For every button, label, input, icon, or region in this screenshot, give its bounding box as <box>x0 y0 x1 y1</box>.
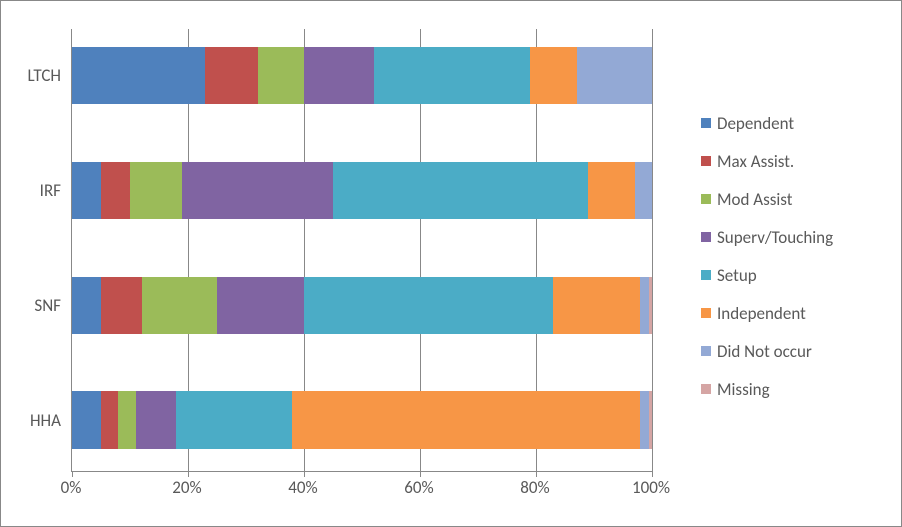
legend-swatch-dependent <box>701 118 711 128</box>
bar-snf <box>72 277 652 334</box>
seg-hha-mod_assist <box>118 391 135 448</box>
legend-label-did_not_occur: Did Not occur <box>717 341 812 362</box>
seg-snf-independent <box>553 277 640 334</box>
seg-ltch-superv <box>304 47 374 104</box>
legend-item-did_not_occur: Did Not occur <box>701 341 833 361</box>
x-label-60: 60% <box>394 477 444 498</box>
seg-ltch-setup <box>374 47 531 104</box>
legend-label-missing: Missing <box>717 379 770 400</box>
legend-swatch-mod_assist <box>701 194 711 204</box>
seg-snf-dependent <box>72 277 101 334</box>
y-label-ltch: LTCH <box>1 65 61 86</box>
legend-item-missing: Missing <box>701 379 833 399</box>
y-label-irf: IRF <box>1 180 61 201</box>
seg-irf-did_not_occur <box>635 162 652 219</box>
seg-snf-superv <box>217 277 304 334</box>
legend-swatch-missing <box>701 384 711 394</box>
legend-item-superv: Superv/Touching <box>701 227 833 247</box>
y-label-hha: HHA <box>1 410 61 431</box>
seg-ltch-dependent <box>72 47 205 104</box>
x-label-20: 20% <box>162 477 212 498</box>
seg-irf-dependent <box>72 162 101 219</box>
seg-snf-missing <box>649 277 652 334</box>
legend-label-setup: Setup <box>717 265 757 286</box>
legend-swatch-superv <box>701 232 711 242</box>
seg-hha-did_not_occur <box>640 391 649 448</box>
seg-hha-max_assist <box>101 391 118 448</box>
seg-ltch-mod_assist <box>258 47 304 104</box>
seg-ltch-independent <box>530 47 576 104</box>
seg-irf-max_assist <box>101 162 130 219</box>
legend-swatch-did_not_occur <box>701 346 711 356</box>
seg-hha-setup <box>176 391 292 448</box>
chart-frame: Dependent Max Assist. Mod Assist Superv/Tou… <box>0 0 902 527</box>
legend-label-mod_assist: Mod Assist <box>717 189 792 210</box>
legend-label-independent: Independent <box>717 303 806 324</box>
seg-ltch-max_assist <box>205 47 257 104</box>
legend-item-max_assist: Max Assist. <box>701 151 833 171</box>
bar-irf <box>72 162 652 219</box>
legend-label-superv: Superv/Touching <box>717 227 833 248</box>
seg-irf-independent <box>588 162 634 219</box>
seg-irf-mod_assist <box>130 162 182 219</box>
gridline <box>652 29 653 471</box>
x-label-40: 40% <box>278 477 328 498</box>
seg-ltch-did_not_occur <box>577 47 652 104</box>
seg-hha-independent <box>292 391 640 448</box>
legend-swatch-max_assist <box>701 156 711 166</box>
x-label-100: 100% <box>626 477 676 498</box>
seg-hha-superv <box>136 391 177 448</box>
bar-ltch <box>72 47 652 104</box>
seg-irf-superv <box>182 162 333 219</box>
x-label-0: 0% <box>46 477 96 498</box>
legend-item-dependent: Dependent <box>701 113 833 133</box>
legend-item-setup: Setup <box>701 265 833 285</box>
seg-irf-setup <box>333 162 588 219</box>
plot-area <box>71 29 652 472</box>
legend-label-dependent: Dependent <box>717 113 794 134</box>
seg-snf-setup <box>304 277 553 334</box>
y-label-snf: SNF <box>1 295 61 316</box>
legend-swatch-setup <box>701 270 711 280</box>
seg-hha-dependent <box>72 391 101 448</box>
legend-swatch-independent <box>701 308 711 318</box>
seg-hha-missing <box>649 391 652 448</box>
seg-snf-max_assist <box>101 277 142 334</box>
legend-item-mod_assist: Mod Assist <box>701 189 833 209</box>
legend: Dependent Max Assist. Mod Assist Superv/Tou… <box>701 113 833 417</box>
seg-snf-did_not_occur <box>640 277 649 334</box>
bar-hha <box>72 391 652 448</box>
x-label-80: 80% <box>510 477 560 498</box>
legend-item-independent: Independent <box>701 303 833 323</box>
seg-snf-mod_assist <box>142 277 217 334</box>
legend-label-max_assist: Max Assist. <box>717 151 794 172</box>
